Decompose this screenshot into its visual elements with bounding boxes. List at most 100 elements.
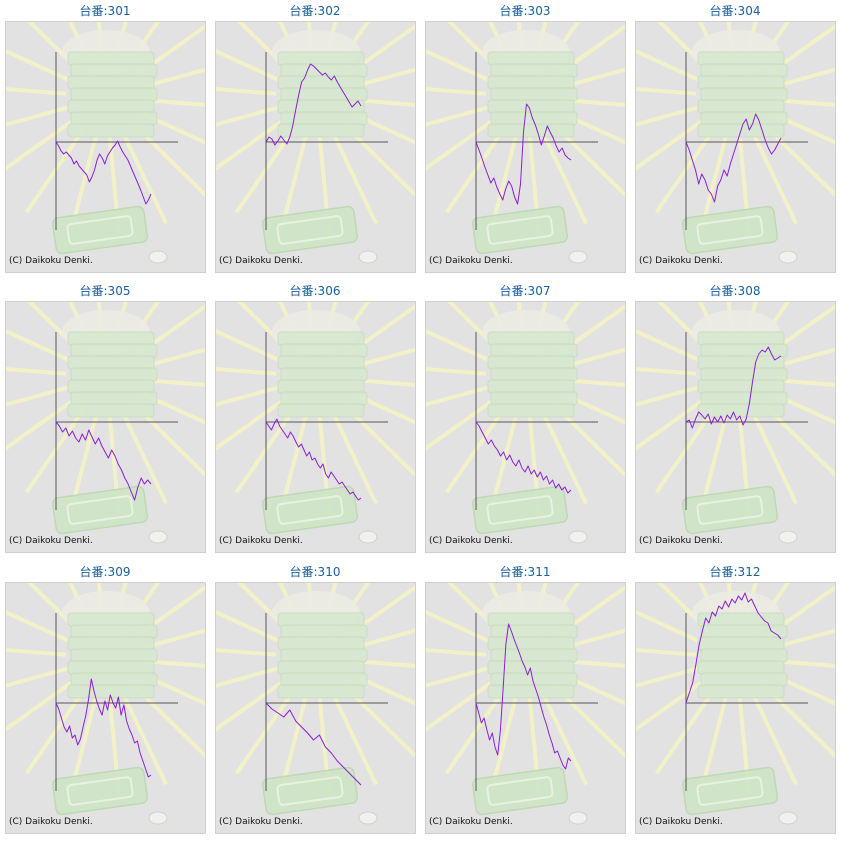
sun-ray: [6, 385, 68, 407]
sun-ray: [636, 398, 705, 451]
chart-panel: (C) Daikoku Denki.: [635, 301, 836, 553]
sun-ray: [774, 347, 835, 369]
copyright-text: (C) Daikoku Denki.: [9, 536, 93, 546]
medal-box: [490, 624, 578, 639]
medal-box: [70, 87, 158, 102]
copyright-text: (C) Daikoku Denki.: [219, 817, 303, 827]
sun-ray: [121, 132, 168, 225]
chart-title[interactable]: 台番:301: [79, 4, 131, 18]
sun-ray: [771, 391, 835, 425]
sun-ray: [331, 132, 378, 225]
medal-tray-inner: [486, 776, 554, 806]
sun-ray: [636, 86, 697, 96]
medal-tray-inner: [66, 495, 134, 525]
copyright-text: (C) Daikoku Denki.: [219, 536, 303, 546]
background-illustration: [426, 22, 625, 264]
medal-box: [67, 660, 155, 675]
sun-ray: [636, 49, 701, 83]
background-illustration: [426, 583, 625, 825]
chart-svg: [6, 302, 205, 544]
series-line: [265, 418, 362, 501]
medal-box: [67, 379, 155, 394]
sun-ray: [636, 105, 698, 127]
sun-ray: [565, 659, 625, 668]
medal-box: [280, 391, 368, 406]
coin-icon: [568, 250, 588, 264]
medal-box: [277, 660, 365, 675]
medal-box: [277, 355, 365, 370]
series-line: [55, 678, 152, 778]
sun-ray: [561, 672, 625, 706]
sun-ray: [771, 111, 835, 145]
sun-ray: [636, 385, 698, 407]
sun-ray: [636, 647, 697, 657]
medal-box: [280, 87, 368, 102]
chart-cell: 台番:301 (C) Daikoku Denki.: [0, 0, 210, 280]
sun-ray: [121, 412, 168, 505]
chart-title[interactable]: 台番:309: [79, 565, 131, 579]
sun-ray: [6, 329, 71, 363]
coin-icon: [568, 530, 588, 544]
sun-ray: [216, 366, 277, 376]
sun-ray: [426, 666, 488, 688]
chart-title[interactable]: 台番:303: [499, 4, 551, 18]
medal-box: [70, 624, 158, 639]
series-line: [265, 702, 362, 786]
sun-ray: [141, 672, 205, 706]
sun-ray: [426, 105, 488, 127]
sun-ray: [216, 385, 278, 407]
sun-ray: [144, 67, 205, 89]
coin-icon: [358, 811, 378, 825]
medal-box: [67, 51, 155, 66]
medal-box: [490, 367, 578, 382]
medal-box: [487, 379, 575, 394]
medal-tray: [471, 766, 569, 816]
sun-ray: [6, 49, 71, 83]
medal-box: [280, 624, 368, 639]
sun-ray: [216, 329, 281, 363]
sun-ray: [351, 672, 415, 706]
chart-cell: 台番:304 (C) Daikoku Denki.: [630, 0, 840, 280]
chart-title[interactable]: 台番:311: [499, 565, 551, 579]
chart-title[interactable]: 台番:312: [709, 565, 761, 579]
medal-tray: [261, 485, 359, 535]
chart-title[interactable]: 台番:310: [289, 565, 341, 579]
sun-ray: [145, 659, 205, 668]
medal-box: [277, 636, 365, 651]
medal-tray: [51, 205, 149, 255]
chart-title[interactable]: 台番:307: [499, 284, 551, 298]
background-illustration: [6, 302, 205, 544]
chart-title[interactable]: 台番:302: [289, 4, 341, 18]
sun-ray: [141, 391, 205, 425]
chart-panel: (C) Daikoku Denki.: [425, 301, 626, 553]
sun-ray: [444, 128, 505, 214]
medal-box: [700, 367, 788, 382]
sun-ray: [444, 408, 505, 494]
background-illustration: [636, 583, 835, 825]
copyright-text: (C) Daikoku Denki.: [9, 256, 93, 266]
sun-ray: [354, 67, 415, 89]
medal-box: [700, 63, 788, 78]
sun-ray: [355, 659, 415, 668]
chart-panel: (C) Daikoku Denki.: [5, 301, 206, 553]
sun-ray: [234, 689, 295, 775]
medal-box: [67, 123, 155, 138]
medal-box: [277, 51, 365, 66]
background-illustration: [216, 583, 415, 825]
medal-box: [487, 684, 575, 699]
coin-icon: [148, 530, 168, 544]
sun-ray: [216, 398, 285, 451]
chart-title[interactable]: 台番:305: [79, 284, 131, 298]
medal-box: [487, 75, 575, 90]
copyright-text: (C) Daikoku Denki.: [639, 817, 723, 827]
medal-box: [700, 648, 788, 663]
sun-ray: [426, 385, 488, 407]
chart-title[interactable]: 台番:306: [289, 284, 341, 298]
series-line: [475, 421, 572, 494]
chart-title[interactable]: 台番:304: [709, 4, 761, 18]
sun-ray: [216, 647, 277, 657]
sun-ray: [564, 628, 625, 650]
sun-ray: [426, 679, 495, 732]
chart-title[interactable]: 台番:308: [709, 284, 761, 298]
chart-svg: [636, 583, 835, 825]
